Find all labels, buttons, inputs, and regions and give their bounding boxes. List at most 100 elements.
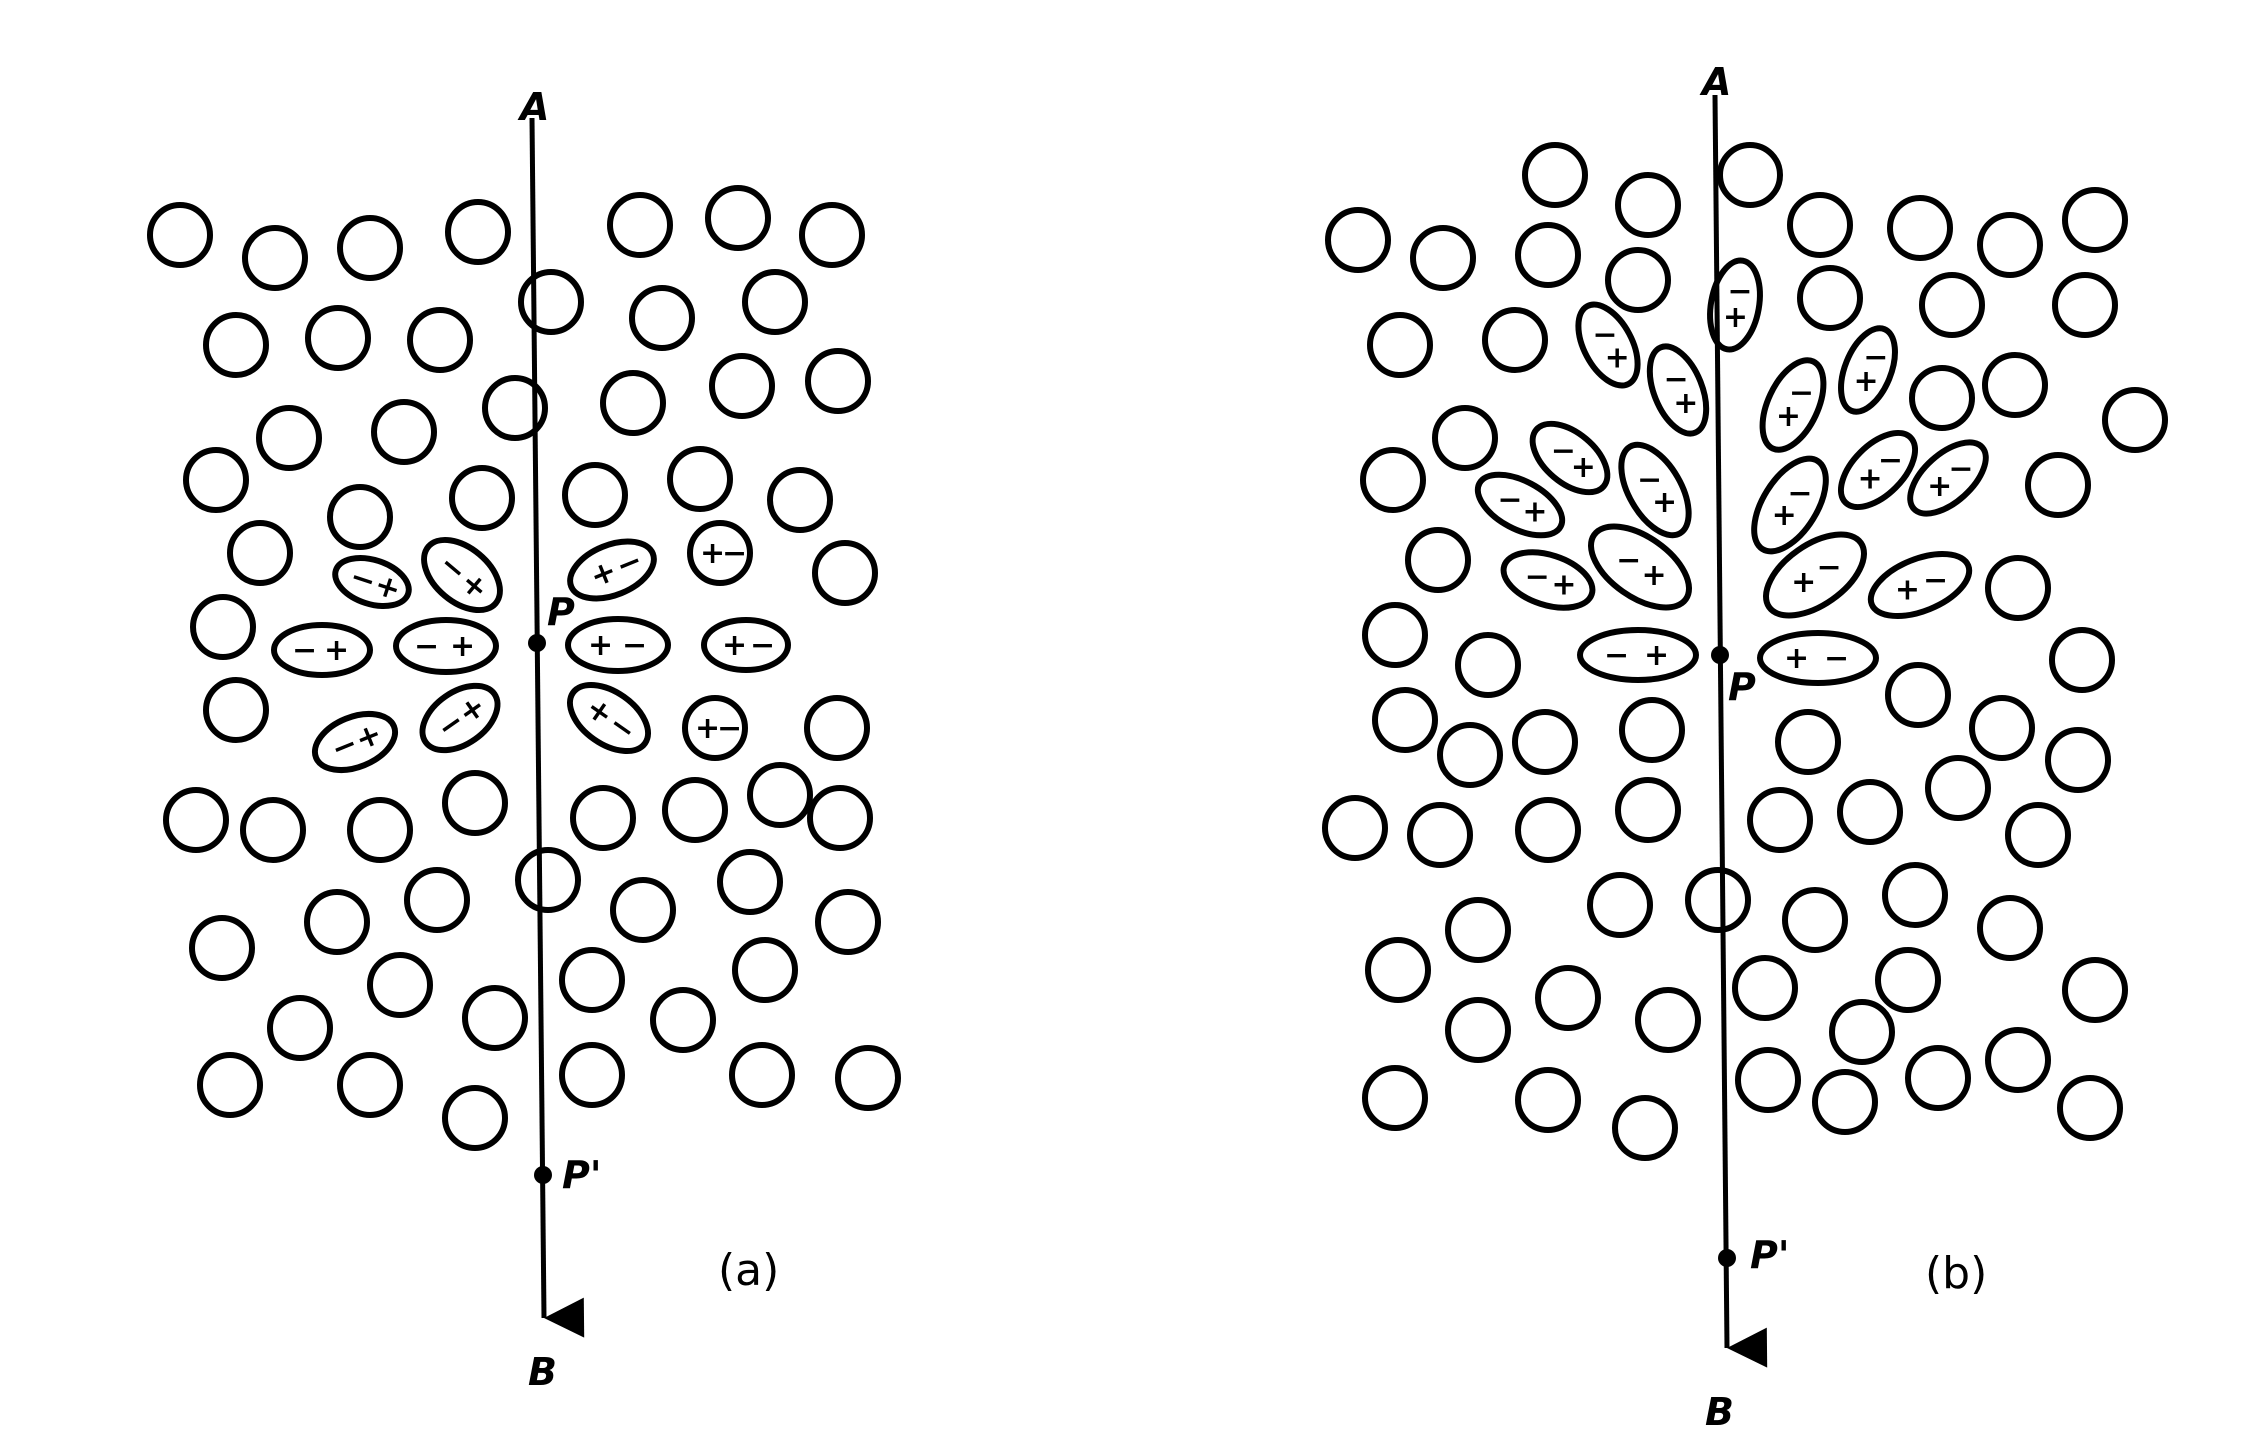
atom <box>1612 1095 1678 1161</box>
atom <box>347 797 413 863</box>
dipole: +− <box>1751 455 1829 555</box>
svg-text:+: + <box>588 628 613 663</box>
atom <box>2102 387 2168 453</box>
svg-text:+: + <box>1641 558 1666 593</box>
atom <box>1985 555 2051 621</box>
dipole: −+ <box>271 622 373 678</box>
panel-a: −+ −+ − + − + −+ −+ <box>147 85 901 1394</box>
atom <box>559 1042 625 1108</box>
svg-text:+: + <box>1673 386 1698 421</box>
atom <box>256 405 322 471</box>
dipole: +− <box>1907 439 1989 517</box>
atom <box>2057 1075 2123 1141</box>
atom <box>629 285 695 351</box>
atom <box>799 202 865 268</box>
svg-text:−: − <box>1863 340 1888 375</box>
atom <box>1445 897 1511 963</box>
dipole: +− <box>566 681 652 755</box>
svg-text:+: + <box>1644 638 1669 673</box>
atom <box>442 1085 508 1151</box>
atom <box>1515 222 1581 288</box>
svg-text:−: − <box>1637 463 1662 498</box>
atom <box>1635 987 1701 1053</box>
atom <box>327 484 393 550</box>
svg-text:+: + <box>1551 567 1576 602</box>
dipole: +− <box>1867 551 1973 619</box>
label-a-bottom: B <box>528 1350 557 1394</box>
atom <box>2005 802 2071 868</box>
svg-text:−: − <box>1878 443 1903 478</box>
atom <box>667 446 733 512</box>
label-b-top: A <box>1699 60 1731 104</box>
atom <box>1982 352 2048 418</box>
dipole: −+ <box>421 536 503 614</box>
atom <box>732 937 798 1003</box>
atom <box>747 762 813 828</box>
line-ab <box>1712 94 1768 1368</box>
svg-text:+: + <box>1784 641 1809 676</box>
atom <box>1732 955 1798 1021</box>
dipole: −+ <box>1588 523 1692 611</box>
atom <box>1587 872 1653 938</box>
atom <box>2045 727 2111 793</box>
panel-b-dipoles: −+ −+ −+ −+ − + − + <box>1474 257 1989 686</box>
atom <box>1717 142 1783 208</box>
dipole: −+ <box>1474 471 1566 539</box>
svg-text:−: − <box>1592 317 1617 352</box>
atom <box>1875 947 1941 1013</box>
atom <box>1515 797 1581 863</box>
svg-text:+: + <box>1605 340 1630 375</box>
svg-text:−: − <box>1664 362 1689 397</box>
atom <box>705 185 771 251</box>
atom <box>1362 602 1428 668</box>
line-ab <box>529 117 585 1338</box>
atom <box>570 785 636 851</box>
atom <box>1925 755 1991 821</box>
svg-text:−: − <box>1923 563 1948 598</box>
atom <box>1325 207 1391 273</box>
svg-text:+: + <box>1652 485 1677 520</box>
atom <box>267 995 333 1061</box>
svg-text:−: − <box>1525 559 1550 594</box>
atom <box>305 305 371 371</box>
atom <box>742 269 808 335</box>
svg-text:−: − <box>1551 433 1576 468</box>
atom <box>1605 247 1671 313</box>
atom <box>1782 887 1848 953</box>
atom <box>1969 695 2035 761</box>
atom <box>662 777 728 843</box>
svg-text:−: − <box>1604 638 1629 673</box>
dipole: +− <box>1759 357 1827 453</box>
atom <box>559 947 625 1013</box>
atom <box>767 467 833 533</box>
atom <box>1515 1067 1581 1133</box>
atom <box>1407 802 1473 868</box>
point-p <box>1711 646 1729 664</box>
atom <box>805 348 871 414</box>
dipole: −+ <box>332 555 412 609</box>
svg-text:−: − <box>414 629 439 664</box>
atom <box>203 677 269 743</box>
atom <box>1812 1069 1878 1135</box>
svg-text:+: + <box>1776 399 1801 434</box>
dipole: +− <box>687 520 753 586</box>
svg-text:+: + <box>1772 498 1797 533</box>
dipole: −+ <box>1575 301 1641 389</box>
atom <box>1615 777 1681 843</box>
atom <box>183 447 249 513</box>
atom <box>729 1042 795 1108</box>
svg-text:+: + <box>700 536 725 571</box>
svg-text:−: − <box>1816 550 1841 585</box>
atom <box>518 269 584 335</box>
dipole: +− <box>701 617 791 673</box>
svg-text:−: − <box>1787 476 1812 511</box>
atom <box>482 375 548 441</box>
svg-text:−: − <box>1727 274 1752 309</box>
dipole: −+ <box>1577 627 1699 683</box>
svg-text:+: + <box>1895 572 1920 607</box>
atom <box>1747 787 1813 853</box>
atom <box>147 202 213 268</box>
atom <box>1432 405 1498 471</box>
dipole: +− <box>1763 531 1867 619</box>
